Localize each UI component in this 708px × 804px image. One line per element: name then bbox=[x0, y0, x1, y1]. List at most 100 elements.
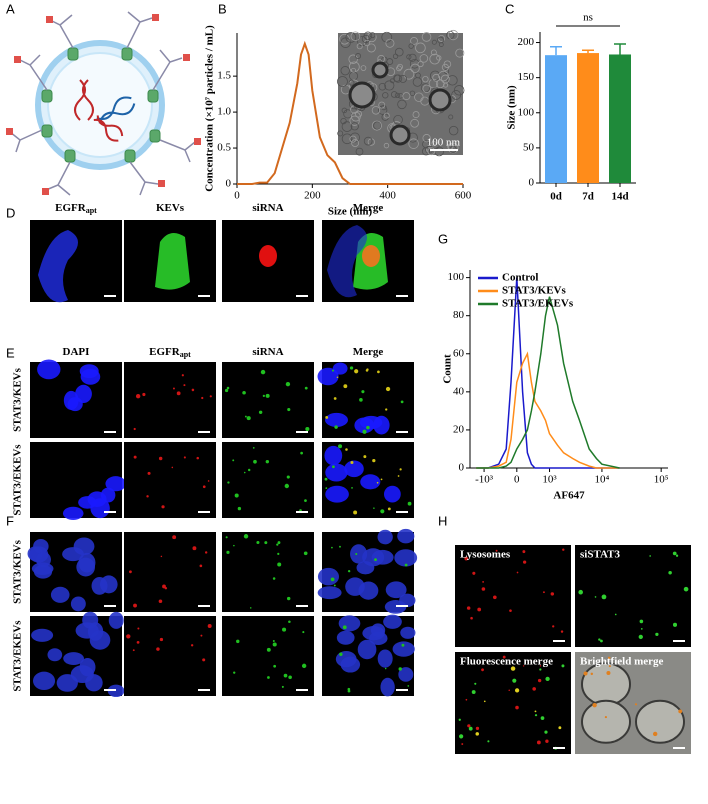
dot bbox=[137, 627, 140, 630]
dot bbox=[237, 506, 242, 511]
tem-grain bbox=[420, 83, 431, 93]
tem-grain bbox=[369, 32, 376, 39]
dot bbox=[286, 475, 290, 479]
tem-grain bbox=[339, 33, 350, 45]
tem-grain bbox=[447, 75, 458, 86]
cell bbox=[635, 699, 685, 744]
micrograph bbox=[30, 220, 122, 303]
nucleus bbox=[62, 506, 84, 520]
header-text: EGFR bbox=[55, 202, 87, 214]
bar bbox=[577, 53, 599, 184]
histogram-line bbox=[476, 351, 620, 469]
tem-grain bbox=[378, 101, 386, 109]
header-text: DAPI bbox=[63, 346, 90, 358]
dot bbox=[301, 663, 307, 669]
micrograph bbox=[317, 528, 418, 614]
column-header: Merge bbox=[353, 346, 384, 358]
micrograph bbox=[575, 545, 691, 647]
dot bbox=[267, 676, 270, 679]
tem-grain bbox=[422, 84, 431, 94]
dot bbox=[601, 594, 607, 600]
dot bbox=[158, 456, 163, 461]
dot bbox=[472, 571, 476, 575]
nucleus bbox=[317, 586, 342, 600]
significance-label: ns bbox=[583, 12, 593, 24]
micrograph-bg bbox=[124, 616, 216, 696]
dot bbox=[407, 501, 412, 506]
tem-grain bbox=[348, 79, 355, 86]
nucleus bbox=[56, 674, 78, 692]
row-label: STAT3/KEVs bbox=[12, 539, 24, 603]
dot bbox=[330, 577, 335, 582]
dot bbox=[159, 637, 164, 642]
tem-grain bbox=[371, 120, 382, 131]
error-bar bbox=[550, 45, 562, 56]
nucleus bbox=[31, 562, 54, 575]
tem-grain bbox=[410, 63, 420, 74]
y-tick-label: 200 bbox=[518, 36, 535, 48]
tem-grain bbox=[381, 104, 387, 111]
nucleus bbox=[357, 639, 377, 660]
dot bbox=[461, 743, 464, 746]
dot bbox=[191, 388, 195, 392]
tem-grain bbox=[429, 53, 441, 65]
dot bbox=[300, 451, 303, 455]
blob bbox=[38, 230, 78, 303]
dot bbox=[204, 551, 208, 554]
dot bbox=[487, 740, 490, 743]
y-tick-label: 60 bbox=[453, 347, 465, 359]
vesicle-schematic bbox=[6, 11, 201, 196]
dot bbox=[336, 376, 339, 378]
y-axis-label: Size (nm) bbox=[506, 85, 518, 130]
dot bbox=[539, 668, 542, 671]
dot bbox=[366, 425, 370, 430]
cell bbox=[581, 662, 631, 707]
micrograph-bg bbox=[222, 362, 314, 438]
nucleus bbox=[31, 628, 54, 642]
dot bbox=[672, 622, 678, 627]
tem-grain bbox=[384, 80, 395, 91]
tem-grain bbox=[414, 92, 424, 102]
tem-grain bbox=[349, 135, 357, 143]
dot bbox=[199, 564, 203, 568]
dot bbox=[265, 459, 270, 464]
nucleus bbox=[356, 561, 375, 575]
dot bbox=[385, 408, 388, 411]
dot bbox=[475, 732, 480, 736]
dot bbox=[397, 475, 400, 477]
tem-grain bbox=[385, 38, 395, 48]
tem-grain bbox=[381, 31, 393, 43]
tem-grain bbox=[438, 70, 449, 82]
micrograph bbox=[124, 220, 216, 302]
tem-grain bbox=[430, 49, 437, 56]
dot bbox=[339, 545, 341, 548]
dot bbox=[668, 570, 672, 575]
tem-grain bbox=[361, 34, 370, 44]
dot bbox=[285, 381, 291, 387]
x-tick-label: -10³ bbox=[475, 474, 494, 486]
dot bbox=[675, 554, 679, 557]
dot bbox=[347, 689, 351, 693]
header-text: Merge bbox=[353, 346, 384, 358]
column-header: siRNA bbox=[252, 202, 283, 214]
dot bbox=[377, 370, 380, 374]
tem-grain bbox=[355, 147, 364, 156]
tem-grain bbox=[349, 115, 360, 126]
dot bbox=[590, 672, 594, 676]
nucleus bbox=[325, 412, 348, 427]
dot bbox=[380, 509, 385, 514]
tem-grain bbox=[393, 115, 403, 125]
y-tick-label: 80 bbox=[453, 309, 465, 321]
tem-grain bbox=[363, 136, 373, 146]
dot bbox=[156, 647, 160, 651]
dot bbox=[349, 366, 354, 370]
dot bbox=[598, 638, 601, 641]
nucleus bbox=[50, 586, 70, 603]
nucleus bbox=[397, 528, 415, 544]
dot bbox=[640, 628, 643, 630]
nucleus bbox=[105, 476, 126, 492]
dot bbox=[262, 394, 266, 398]
micrograph-bg bbox=[222, 442, 314, 518]
tem-inset: 100 nm bbox=[337, 29, 465, 157]
tem-grain bbox=[402, 92, 411, 101]
